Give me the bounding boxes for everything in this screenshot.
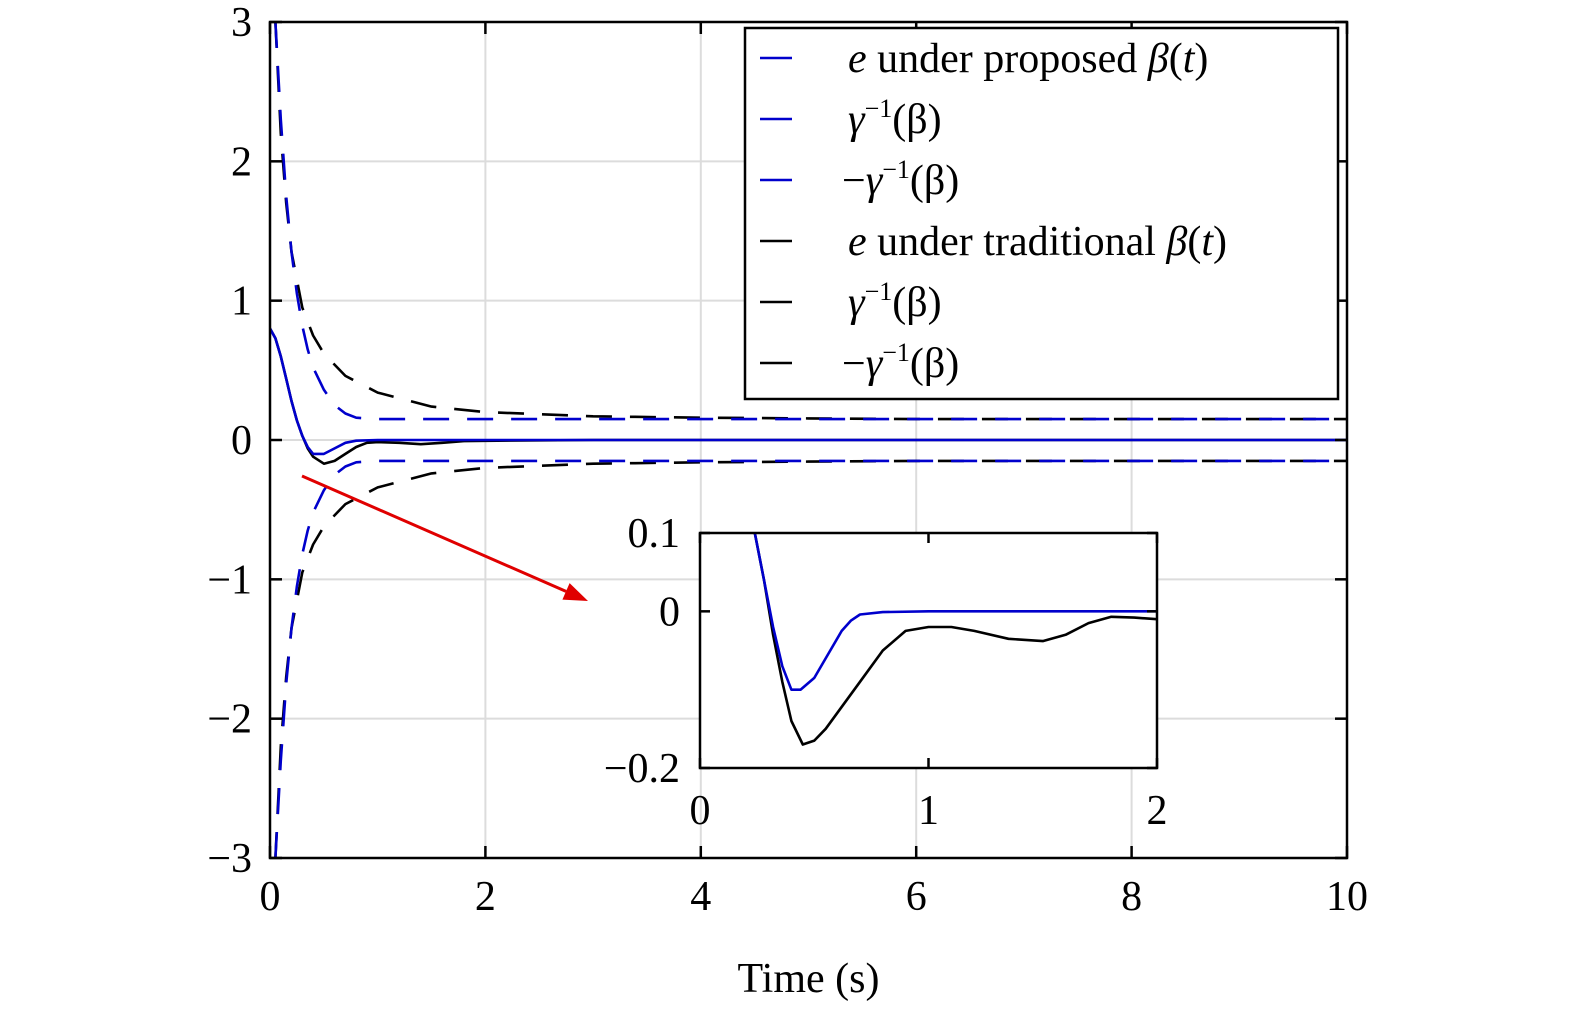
y-tick-label: 1 (231, 279, 252, 325)
inset-x-tick-label: 1 (918, 788, 939, 834)
x-tick-label: 10 (1326, 874, 1368, 920)
series-line-0 (270, 327, 1347, 456)
legend: e under proposed β(t) γ−1(β) −γ−1(β) e unde… (743, 26, 1340, 401)
legend-label: γ−1(β) (848, 277, 942, 326)
legend-label: −γ−1(β) (842, 155, 959, 204)
legend-entry: e under traditional β(t) (760, 219, 1227, 265)
legend-label: −γ−1(β) (842, 338, 959, 387)
y-tick-label: 3 (231, 0, 252, 46)
inset-chart: 0 1 20.10−0.2 (604, 511, 1168, 834)
x-tick-label: 6 (906, 874, 927, 920)
legend-entry: γ−1(β) (760, 277, 942, 326)
legend-entry: −γ−1(β) (760, 155, 959, 204)
legend-entry: −γ−1(β) (760, 338, 959, 387)
inset-background (700, 533, 1157, 768)
x-tick-label: 0 (260, 874, 281, 920)
inset-y-tick-label: 0 (659, 589, 680, 635)
y-tick-label: −1 (207, 557, 252, 603)
series-line-4 (274, 22, 1347, 421)
legend-entry: e under proposed β(t) (760, 36, 1208, 82)
y-tick-label: −2 (207, 697, 252, 743)
inset-series-line-1 (753, 533, 1157, 746)
series-line-1 (274, 22, 1347, 421)
y-tick-label: −3 (207, 836, 252, 882)
legend-label: e under proposed β(t) (848, 36, 1208, 82)
x-tick-label: 2 (475, 874, 496, 920)
x-axis-label: Time (s) (738, 956, 880, 1002)
inset-x-tick-label: 2 (1147, 788, 1168, 834)
inset-series (753, 533, 1157, 746)
series-line-2 (274, 459, 1347, 858)
inset-series-line-0 (753, 533, 1157, 691)
y-tick-label: 2 (231, 139, 252, 185)
y-tick-label: 0 (231, 418, 252, 464)
legend-box (743, 26, 1340, 401)
x-tick-label: 8 (1121, 874, 1142, 920)
legend-label: γ−1(β) (848, 94, 942, 143)
inset-x-tick-label: 0 (690, 788, 711, 834)
legend-entry: γ−1(β) (760, 94, 942, 143)
x-tick-label: 4 (690, 874, 711, 920)
zoom-arrow (301, 474, 567, 593)
inset-ticks: 0 1 20.10−0.2 (604, 511, 1168, 834)
main-series (270, 22, 1347, 858)
inset-y-tick-label: 0.1 (628, 511, 681, 557)
series-line-5 (274, 459, 1347, 858)
legend-label: e under traditional β(t) (848, 219, 1227, 265)
inset-y-tick-label: −0.2 (604, 746, 680, 792)
zoom-arrowhead (562, 583, 588, 601)
